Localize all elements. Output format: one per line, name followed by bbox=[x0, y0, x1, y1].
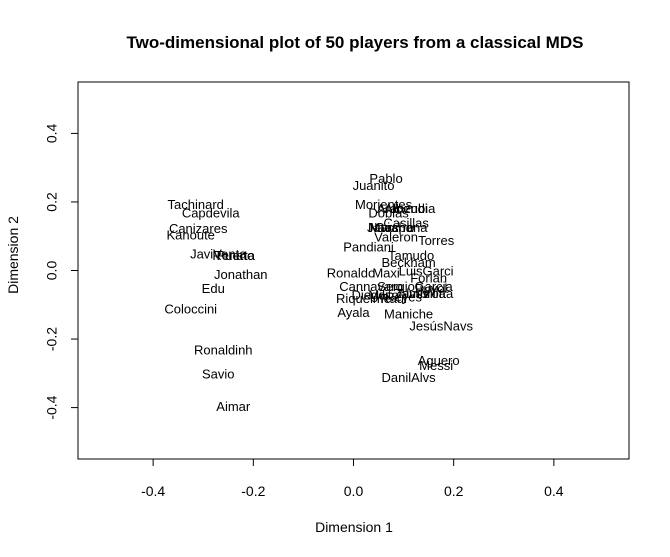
point-labels: PabloJuanitoMorientesAranzubiaAlbendiDob… bbox=[164, 171, 473, 414]
point-label: Coloccini bbox=[164, 301, 217, 316]
y-tick-label: 0.4 bbox=[44, 123, 60, 143]
point-label: Ayala bbox=[337, 305, 370, 320]
point-label: Reyes bbox=[385, 289, 422, 304]
y-axis-label: Dimension 2 bbox=[5, 216, 21, 294]
x-axis-label: Dimension 1 bbox=[315, 519, 393, 535]
y-tick-label: -0.4 bbox=[44, 395, 60, 419]
point-label: Capdevila bbox=[182, 205, 241, 220]
point-label: Savio bbox=[202, 366, 235, 381]
point-label: Puerta bbox=[217, 248, 256, 263]
point-label: Juanito bbox=[353, 178, 395, 193]
point-label: Kanoute bbox=[166, 228, 214, 243]
point-label: Pandiani bbox=[343, 240, 394, 255]
y-tick-label: -0.2 bbox=[44, 327, 60, 351]
x-tick-label: 0.2 bbox=[444, 483, 464, 499]
point-label: Aimar bbox=[216, 399, 251, 414]
y-axis: -0.4 -0.2 0.0 0.2 0.4 bbox=[44, 123, 78, 419]
point-label: Ronaldinh bbox=[194, 342, 253, 357]
point-label: Edu bbox=[202, 281, 225, 296]
point-label: Villa bbox=[421, 286, 446, 301]
x-tick-label: 0.0 bbox=[344, 483, 364, 499]
point-label: JesúsNavs bbox=[409, 318, 473, 333]
chart-title: Two-dimensional plot of 50 players from … bbox=[127, 33, 584, 52]
x-tick-label: 0.4 bbox=[544, 483, 564, 499]
y-tick-label: 0.0 bbox=[44, 261, 60, 281]
x-tick-label: -0.4 bbox=[141, 483, 165, 499]
point-label: Torres bbox=[418, 233, 455, 248]
point-label: DanilAlvs bbox=[382, 370, 437, 385]
x-axis: -0.4 -0.2 0.0 0.2 0.4 bbox=[141, 459, 564, 499]
y-tick-label: 0.2 bbox=[44, 192, 60, 212]
x-tick-label: -0.2 bbox=[241, 483, 265, 499]
